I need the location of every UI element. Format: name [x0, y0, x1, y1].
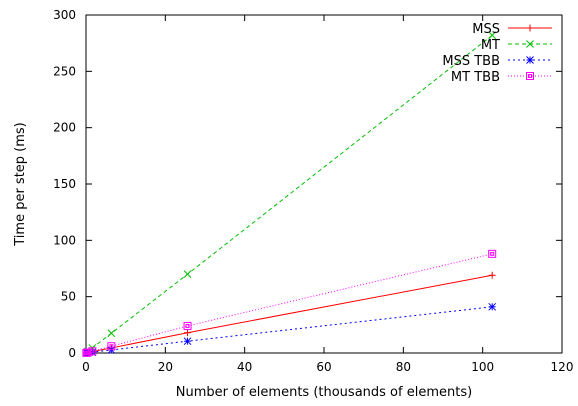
y-tick-label: 200 — [53, 121, 76, 135]
y-tick-label: 150 — [53, 177, 76, 191]
data-point — [183, 270, 192, 278]
x-tick-label: 60 — [316, 360, 331, 374]
legend-label: MT — [481, 38, 500, 53]
data-point — [526, 56, 534, 64]
legend-item: MT TBB — [451, 70, 552, 85]
legend-item: MSS — [472, 22, 552, 37]
data-point — [107, 329, 116, 338]
y-tick-label: 300 — [53, 8, 76, 22]
series-line — [86, 34, 493, 354]
data-point — [526, 72, 534, 80]
legend-item: MSS TBB — [442, 54, 552, 69]
x-tick-label: 120 — [551, 360, 574, 374]
x-tick-label: 100 — [471, 360, 494, 374]
data-point — [488, 271, 496, 279]
x-axis-title: Number of elements (thousands of element… — [176, 385, 472, 400]
data-point — [107, 342, 116, 351]
data-point — [183, 337, 192, 346]
series-mt-tbb — [82, 249, 497, 357]
x-tick-label: 0 — [82, 360, 90, 374]
series-mss — [82, 271, 496, 357]
y-tick-label: 50 — [61, 290, 76, 304]
y-tick-label: 0 — [68, 346, 76, 360]
legend-item: MT — [481, 38, 552, 53]
series-line — [86, 274, 493, 354]
x-tick-label: 20 — [158, 360, 173, 374]
x-tick-label: 80 — [396, 360, 411, 374]
data-point — [183, 321, 192, 330]
series-line — [86, 253, 493, 354]
series-group — [82, 31, 497, 357]
y-tick-label: 100 — [53, 233, 76, 247]
data-point — [526, 24, 534, 32]
legend-label: MT TBB — [451, 70, 500, 85]
data-point — [88, 347, 97, 356]
legend-label: MSS — [472, 22, 500, 37]
series-mt — [82, 31, 497, 357]
x-tick-label: 40 — [237, 360, 252, 374]
data-point — [488, 249, 497, 258]
y-axis-title: Time per step (ms) — [13, 122, 28, 247]
data-point — [488, 302, 497, 311]
legend-label: MSS TBB — [442, 54, 500, 69]
data-point — [184, 329, 192, 337]
data-point — [488, 31, 497, 40]
axes: 0 20 40 60 80 100 120 0 50 100 150 200 250 300 — [53, 8, 573, 374]
y-tick-label: 250 — [53, 64, 76, 78]
data-point — [526, 40, 534, 48]
series-mss-tbb — [82, 302, 497, 357]
